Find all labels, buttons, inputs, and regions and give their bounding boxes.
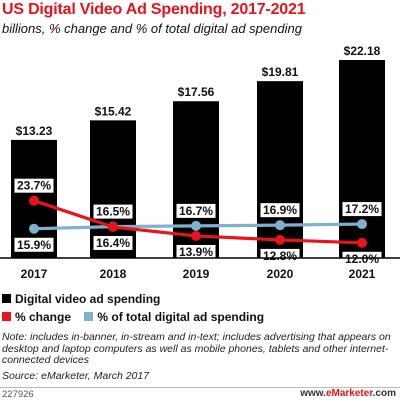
chart-title: US Digital Video Ad Spending, 2017-2021 <box>2 1 306 18</box>
brand-suffix: .com <box>372 388 396 399</box>
change-label-2017: 23.7% <box>17 179 51 193</box>
share-label-2019: 16.7% <box>179 204 213 218</box>
change-point-2018 <box>108 221 118 232</box>
chart-id: 227926 <box>2 389 34 400</box>
share-label-2020: 16.9% <box>263 203 297 217</box>
legend-item-bar: Digital video ad spending <box>2 292 160 306</box>
change-label-2019-bg <box>176 244 216 259</box>
legend-label-share: % of total digital ad spending <box>97 310 265 324</box>
legend-row-1: Digital video ad spending <box>2 292 170 306</box>
chart-source: Source: eMarketer, March 2017 <box>2 370 150 382</box>
share-label-2017-bg <box>14 237 54 252</box>
legend-item-change: % change <box>2 310 74 324</box>
change-point-2017 <box>29 195 39 206</box>
change-label-2018-bg <box>93 235 133 250</box>
share-label-2021-bg <box>342 202 382 217</box>
brand-logo: www.eMarketer.com <box>300 388 396 399</box>
change-point-2020 <box>275 234 285 245</box>
legend-label-bar: Digital video ad spending <box>15 292 161 306</box>
chart-subtitle: billions, % change and % of total digita… <box>2 21 302 36</box>
share-label-2018-bg <box>93 204 133 219</box>
legend-row-2: % change % of total digital ad spending <box>2 310 274 324</box>
change-label-2021: 12.0% <box>345 252 379 266</box>
legend-label-change: % change <box>15 310 72 324</box>
bar-2018 <box>90 120 136 259</box>
x-tick-2020: 2020 <box>267 267 294 281</box>
share-point-2020 <box>275 220 285 231</box>
bar-2020 <box>257 81 303 259</box>
share-label-2019-bg <box>176 203 216 218</box>
x-tick-2017: 2017 <box>21 267 48 281</box>
bar-label-2020: $19.81 <box>262 65 299 79</box>
chart-plot: $13.23 $15.42 $17.56 $19.81 $22.18 23.7% 15.9%… <box>0 44 400 281</box>
bar-label-2018: $15.42 <box>95 104 132 118</box>
share-label-2021: 17.2% <box>345 202 379 216</box>
legend-swatch-bar <box>2 294 11 304</box>
share-point-2021 <box>357 219 367 230</box>
bar-label-2017: $13.23 <box>16 124 53 138</box>
change-label-2021-bg <box>342 251 382 266</box>
change-point-2019 <box>191 230 201 241</box>
legend-swatch-share <box>84 312 94 322</box>
legend-swatch-change <box>2 312 11 322</box>
share-point-2019 <box>191 220 201 231</box>
share-point-2017 <box>29 223 39 234</box>
change-label-2020-bg <box>260 248 300 263</box>
footer-divider <box>0 387 400 388</box>
x-tick-2019: 2019 <box>183 267 210 281</box>
change-label-2017-bg <box>14 178 54 193</box>
share-label-2020-bg <box>260 203 300 218</box>
brand-name: eMarketer <box>325 388 373 399</box>
bar-label-2019: $17.56 <box>178 85 215 99</box>
change-label-2019: 13.9% <box>179 245 213 259</box>
change-point-2021 <box>357 237 367 248</box>
x-tick-2021: 2021 <box>349 267 376 281</box>
share-label-2018: 16.5% <box>96 205 130 219</box>
change-label-2020: 12.8% <box>263 249 297 263</box>
share-label-2017: 15.9% <box>17 238 51 252</box>
brand-prefix: www. <box>300 388 326 399</box>
chart-note: Note: includes in-banner, in-stream and … <box>2 331 391 367</box>
bar-label-2021: $22.18 <box>344 44 381 58</box>
x-tick-2018: 2018 <box>100 267 127 281</box>
change-label-2018: 16.4% <box>96 236 130 250</box>
legend-item-share: % of total digital ad spending <box>84 310 264 324</box>
